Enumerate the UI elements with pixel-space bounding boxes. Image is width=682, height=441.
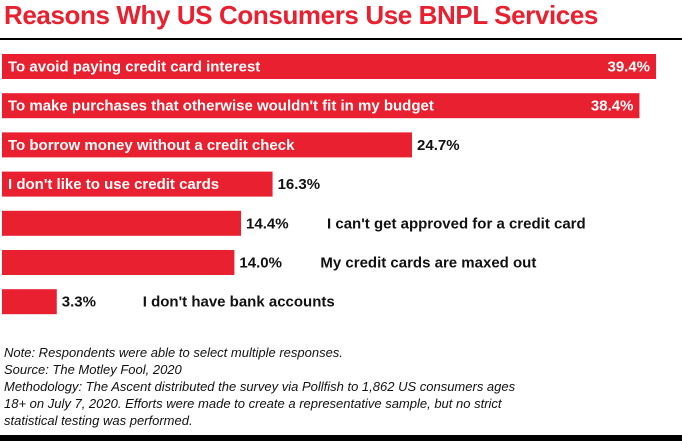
data-label: 14.4% xyxy=(246,215,289,232)
methodology-text-line-3: statistical testing was performed. xyxy=(4,413,193,428)
bar xyxy=(2,289,57,315)
bar-group: To borrow money without a credit check 24… xyxy=(2,132,460,158)
category-label: To borrow money without a credit check xyxy=(8,137,295,154)
bar-chart: To avoid paying credit card interest 39.4… xyxy=(2,54,657,315)
data-label: 14.0% xyxy=(239,255,282,272)
bar-group: I don't like to use credit cards 16.3% xyxy=(2,171,321,197)
category-label: To make purchases that otherwise wouldn'… xyxy=(8,98,434,115)
data-label: 39.4% xyxy=(607,59,650,76)
note-text: Note: Respondents were able to select mu… xyxy=(4,345,343,360)
source-text: Source: The Motley Fool, 2020 xyxy=(4,362,182,377)
title-divider xyxy=(0,38,682,40)
bar-group: To avoid paying credit card interest 39.4… xyxy=(2,54,657,79)
methodology-text-line-1: Methodology: The Ascent distributed the … xyxy=(4,379,516,394)
chart-title: Reasons Why US Consumers Use BNPL Servic… xyxy=(4,0,598,30)
bar xyxy=(2,93,640,119)
chart-notes: Note: Respondents were able to select mu… xyxy=(4,344,678,429)
bottom-divider xyxy=(0,435,682,441)
data-label: 16.3% xyxy=(278,176,321,193)
data-label: 3.3% xyxy=(62,294,96,311)
bar xyxy=(2,210,242,236)
data-label: 38.4% xyxy=(591,98,634,115)
bar xyxy=(2,250,235,275)
bar-group: I can't get approved for a credit card 14… xyxy=(2,210,586,236)
category-label: My credit cards are maxed out xyxy=(320,255,536,272)
bar xyxy=(2,132,413,158)
bar-group: To make purchases that otherwise wouldn'… xyxy=(2,93,640,119)
data-label: 24.7% xyxy=(417,137,460,154)
bar xyxy=(2,54,657,79)
bar-group: I don't have bank accounts 3.3% xyxy=(2,289,335,315)
category-label: I don't have bank accounts xyxy=(143,294,335,311)
category-label: I can't get approved for a credit card xyxy=(327,215,586,232)
category-label: I don't like to use credit cards xyxy=(8,176,219,193)
methodology-text-line-2: 18+ on July 7, 2020. Efforts were made t… xyxy=(4,396,502,411)
bar xyxy=(2,171,273,197)
bar-group: My credit cards are maxed out 14.0% xyxy=(2,250,536,275)
category-label: To avoid paying credit card interest xyxy=(8,59,260,76)
